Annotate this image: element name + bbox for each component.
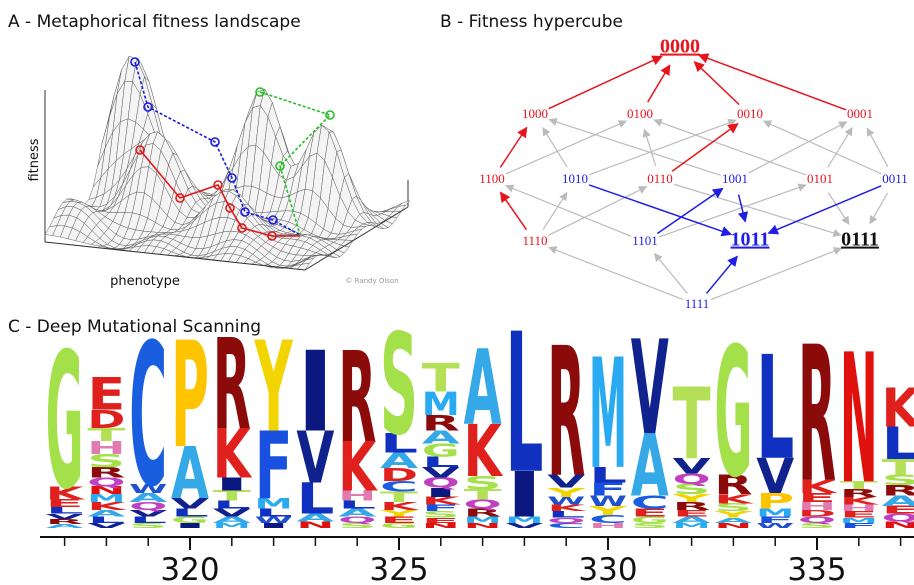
landscape — [45, 56, 410, 270]
node-label: 0001 — [847, 106, 873, 121]
edge — [699, 55, 846, 110]
edge — [548, 187, 646, 236]
logo-letter: S — [380, 305, 418, 467]
logo-letter: T — [673, 367, 711, 481]
node-label: 1100 — [479, 171, 505, 186]
node-label: 0110 — [647, 171, 673, 186]
logo-letter: G — [714, 310, 752, 517]
panel-a-title: A - Metaphorical fitness landscape — [8, 12, 301, 32]
edge — [549, 247, 683, 299]
logo-letter: M — [589, 327, 627, 503]
edge — [674, 184, 841, 235]
logo-letter: E — [87, 369, 125, 421]
edge — [543, 128, 567, 167]
logo-letter: R — [798, 306, 836, 525]
node-label: 1011 — [731, 229, 770, 251]
x-label: phenotype — [110, 274, 180, 289]
edge — [543, 193, 567, 230]
node-label: 0100 — [627, 106, 653, 121]
edge — [648, 65, 670, 102]
node-label: 1001 — [722, 171, 748, 186]
edge — [768, 186, 881, 233]
edge — [654, 120, 806, 175]
edge — [655, 254, 688, 294]
node-label: 1111 — [685, 296, 710, 311]
logo-letter: K — [882, 378, 914, 440]
x-tick-label: 330 — [578, 552, 637, 585]
logo-letter: V — [631, 313, 669, 464]
logo-letter: L — [505, 292, 543, 516]
node-label: 0111 — [841, 229, 879, 251]
logo-letter: L — [756, 326, 794, 492]
edge — [644, 129, 655, 165]
node-label: 0011 — [882, 171, 908, 186]
node-label: 1010 — [562, 171, 588, 186]
edge — [501, 192, 527, 229]
edge — [589, 120, 736, 175]
logo-letter: Y — [254, 315, 293, 460]
node-label: 0010 — [737, 106, 763, 121]
edge — [867, 128, 888, 167]
edge — [672, 124, 738, 171]
edge — [589, 185, 731, 234]
edge — [828, 128, 852, 167]
hypercube: 0000 1000 0100 0010 0001 1100 1010 0110 1001 0101… — [479, 36, 908, 311]
edge — [657, 189, 722, 234]
edge — [549, 120, 720, 176]
sequence-logo: ARVLEKGVLAKMNQRSHTDESLVQAWCIGLVAPMAVLTIK… — [40, 292, 914, 585]
node-label: 0000 — [660, 36, 700, 58]
logo-letter: R — [213, 312, 251, 457]
logo-letter: N — [840, 317, 878, 524]
node-label: 1110 — [522, 233, 547, 248]
x-tick-label: 325 — [369, 552, 428, 585]
x-tick-label: 320 — [160, 552, 219, 585]
edge — [549, 56, 662, 108]
edge — [748, 122, 846, 173]
y-label: fitness — [27, 138, 42, 181]
logo-letter: T — [422, 356, 460, 402]
panel-b-title: B - Fitness hypercube — [440, 12, 623, 32]
edge — [500, 128, 526, 168]
node-label: 1000 — [522, 106, 548, 121]
logo-letter: C — [129, 304, 167, 531]
logo-letter: I — [296, 328, 334, 457]
edge — [707, 256, 738, 293]
logo-letter: P — [171, 312, 209, 481]
edge — [870, 193, 888, 224]
logo-letter: A — [464, 329, 502, 449]
edge — [828, 193, 849, 225]
x-tick-label: 335 — [787, 552, 846, 585]
logo-letter: R — [547, 310, 585, 517]
credit: © Randy Olson — [345, 277, 398, 285]
logo-letter: G — [46, 312, 84, 531]
node-label: 0101 — [807, 171, 833, 186]
edge — [711, 248, 841, 299]
figure: A - Metaphorical fitness landscape B - F… — [0, 0, 914, 585]
node-label: 1101 — [632, 233, 658, 248]
logo-letter: R — [338, 325, 376, 470]
